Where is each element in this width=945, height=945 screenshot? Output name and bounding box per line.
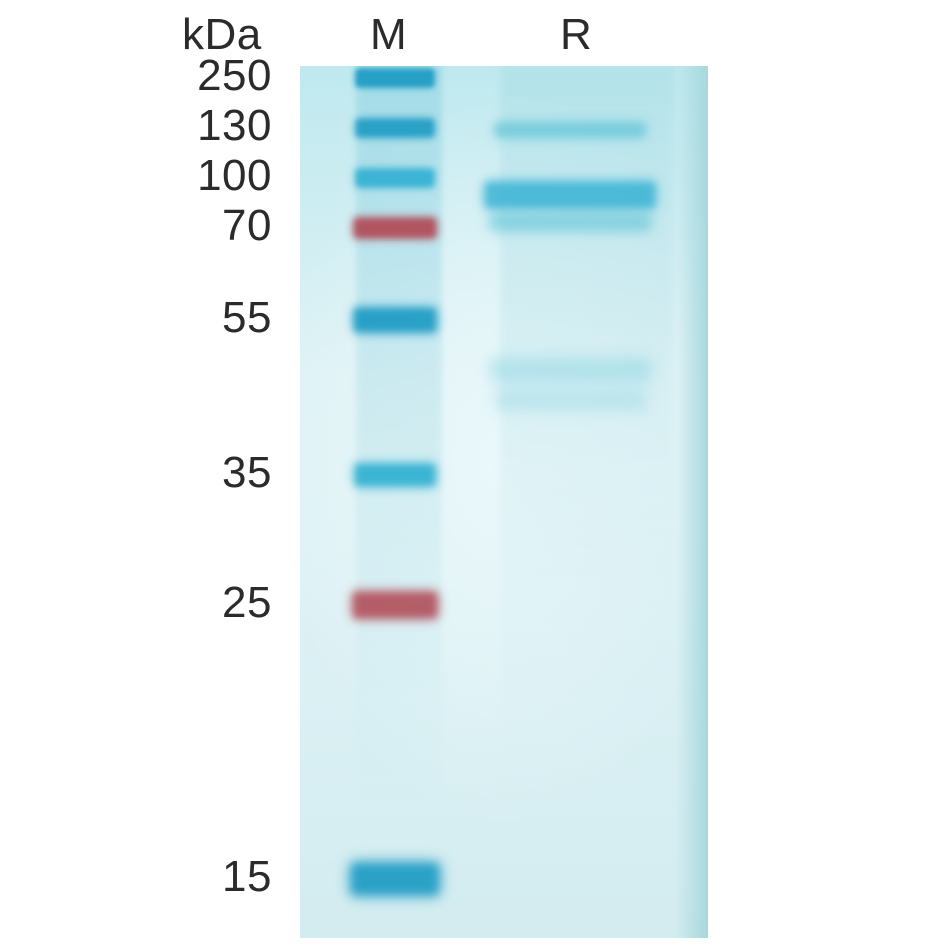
marker-band: [356, 119, 434, 137]
sample-band: [490, 359, 650, 381]
gel-membrane: [300, 66, 708, 938]
mw-label: 15: [222, 852, 272, 902]
mw-label: 70: [222, 201, 272, 251]
marker-band: [354, 308, 436, 332]
mw-label: 25: [222, 578, 272, 628]
marker-band: [354, 218, 436, 238]
marker-band: [356, 169, 434, 187]
mw-label: 35: [222, 448, 272, 498]
mw-label: 100: [197, 151, 272, 201]
marker-band: [353, 592, 437, 618]
mw-label: 130: [197, 101, 272, 151]
mw-label: 55: [222, 293, 272, 343]
marker-lane-header: M: [370, 10, 407, 60]
marker-band: [356, 69, 434, 87]
sample-band: [495, 391, 645, 409]
sample-lane-header: R: [560, 10, 592, 60]
marker-band: [351, 863, 439, 895]
marker-lane-smear: [356, 66, 442, 938]
sample-band: [490, 214, 650, 230]
sample-band: [485, 182, 655, 208]
marker-band: [355, 464, 435, 486]
sample-band: [495, 123, 645, 137]
mw-label: 250: [197, 51, 272, 101]
gel-figure-stage: kDa M R 2501301007055352515: [0, 0, 945, 945]
